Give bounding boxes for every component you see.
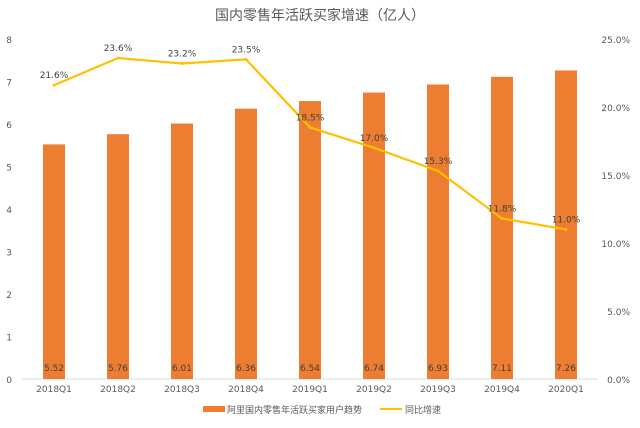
right-tick-label: 20.0% [601,104,630,114]
line-data-label: 11.0% [552,215,581,225]
bar [491,76,513,379]
left-tick-label: 6 [6,121,12,131]
bar-data-label: 6.54 [300,364,320,374]
x-tick-label: 2019Q3 [420,385,456,395]
bar-data-label: 6.01 [172,364,192,374]
left-tick-label: 3 [6,249,12,259]
line-data-label: 15.3% [424,157,453,167]
line-point [564,227,568,231]
x-tick-label: 2019Q2 [356,385,392,395]
line-data-label: 11.8% [488,205,517,215]
x-tick-label: 2018Q4 [228,385,264,395]
line-point [116,56,120,60]
bar [43,144,65,379]
bar [171,123,193,379]
line-data-label: 21.6% [40,71,69,81]
line-data-label: 17.0% [360,134,389,144]
left-tick-label: 4 [6,206,12,216]
left-tick-label: 8 [6,36,12,46]
bar-data-label: 5.52 [44,364,64,374]
right-tick-label: 25.0% [601,36,630,46]
right-tick-label: 10.0% [601,240,630,250]
line-point [308,125,312,129]
line-point [500,217,504,221]
right-tick-label: 0.0% [607,376,630,386]
bar [107,134,129,379]
line-point [372,146,376,150]
bar [427,84,449,379]
bar [363,92,385,380]
bar-data-label: 7.11 [492,364,512,374]
bar [299,101,321,380]
legend-line-label: 同比增速 [405,404,441,416]
chart-title: 国内零售年活跃买家增速（亿人） [215,7,425,24]
bar [555,70,577,379]
x-tick-label: 2018Q3 [164,385,200,395]
line-data-label: 23.6% [104,44,133,54]
line-point [436,169,440,173]
left-tick-label: 0 [6,376,12,386]
x-tick-label: 2019Q1 [292,385,328,395]
legend-bar-swatch [203,406,225,412]
bar [235,108,257,379]
left-tick-label: 5 [6,164,12,174]
bar-data-label: 7.26 [556,364,576,374]
line-data-label: 18.5% [296,113,325,123]
x-tick-label: 2019Q4 [484,385,520,395]
line-point [52,83,56,87]
line-data-label: 23.2% [168,49,197,59]
bar-data-label: 6.93 [428,364,448,374]
line-point [180,61,184,65]
x-tick-label: 2020Q1 [548,385,584,395]
left-tick-label: 7 [6,79,12,89]
bar-data-label: 5.76 [108,364,128,374]
right-tick-label: 15.0% [601,172,630,182]
right-tick-label: 5.0% [607,308,630,318]
bar-data-label: 6.74 [364,364,384,374]
x-tick-label: 2018Q2 [100,385,136,395]
left-tick-label: 1 [6,334,12,344]
line-data-label: 23.5% [232,45,261,55]
bar-data-label: 6.36 [236,364,256,374]
line-point [244,57,248,61]
x-tick-label: 2018Q1 [36,385,72,395]
legend-bar-label: 阿里国内零售年活跃买家用户趋势 [227,404,362,416]
left-tick-label: 2 [6,291,12,301]
